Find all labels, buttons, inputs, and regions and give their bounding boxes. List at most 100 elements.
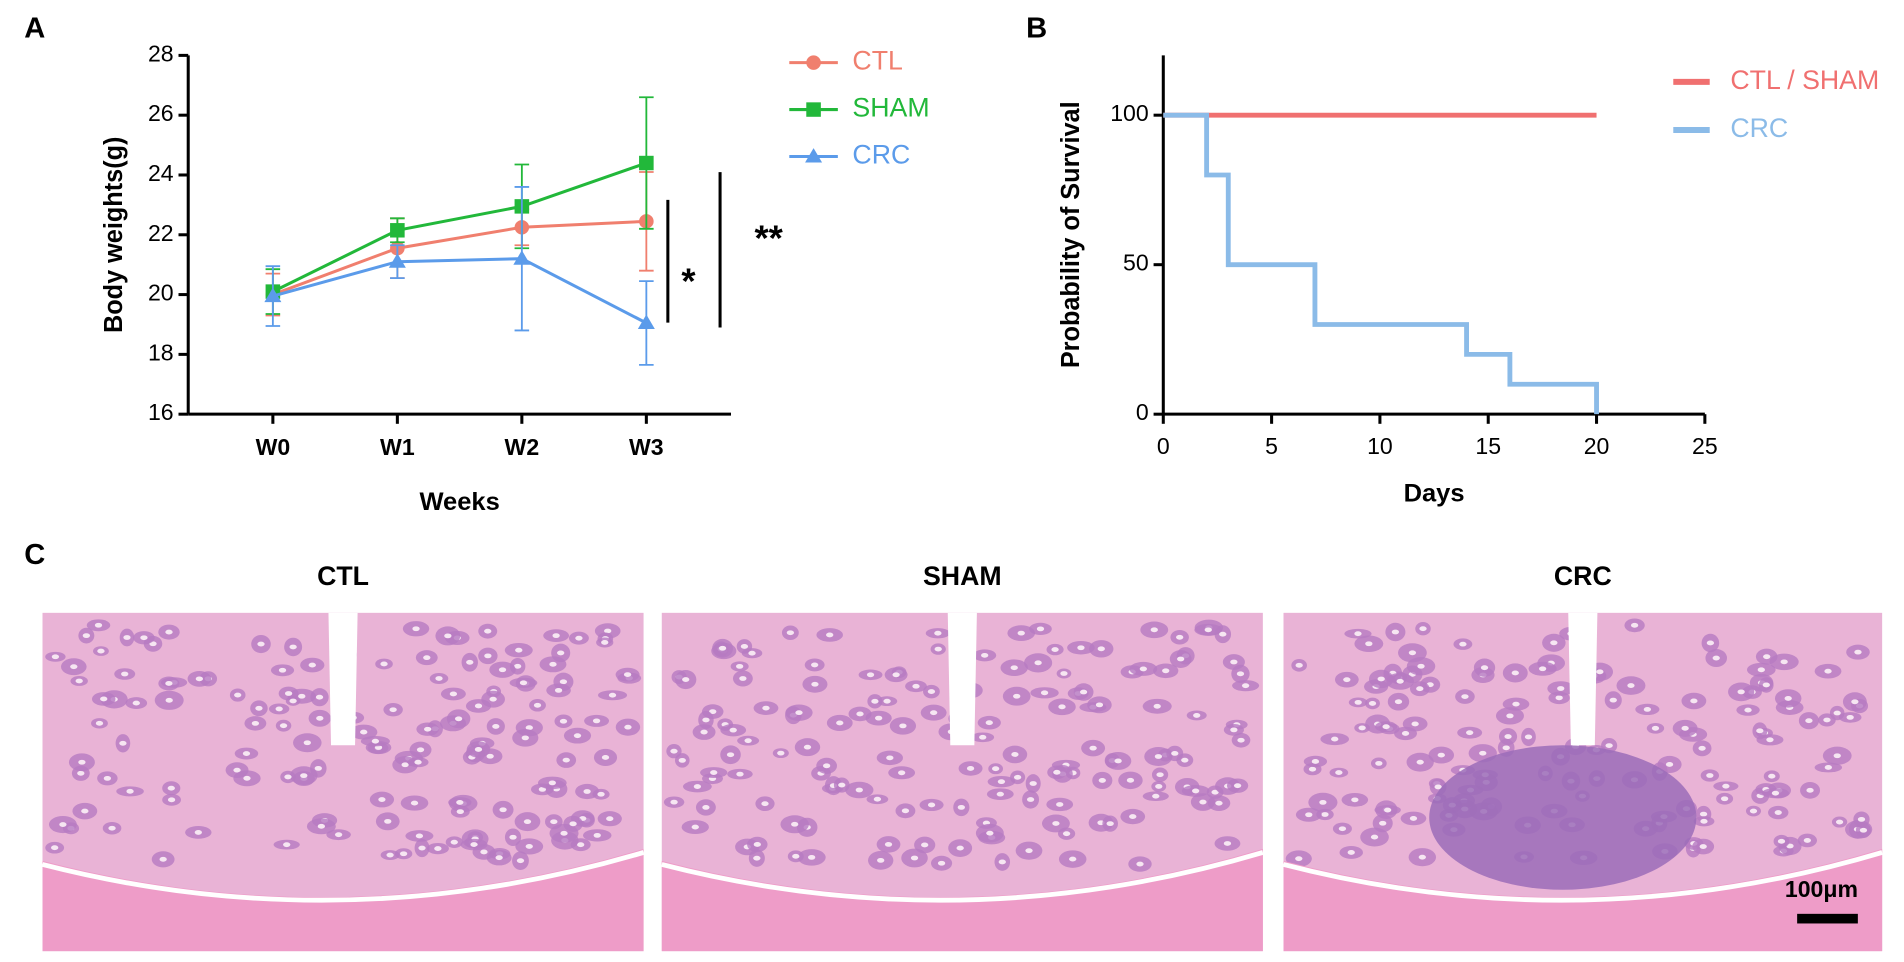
- goblet: [1824, 765, 1832, 770]
- x-tick-label: W3: [629, 434, 664, 460]
- goblet: [1835, 819, 1844, 825]
- goblet: [693, 784, 702, 789]
- goblet: [159, 856, 167, 862]
- goblet: [898, 770, 906, 776]
- goblet: [378, 797, 386, 802]
- goblet: [1409, 816, 1418, 821]
- goblet: [1215, 800, 1223, 806]
- goblet: [1833, 753, 1841, 759]
- goblet: [1502, 745, 1510, 751]
- goblet: [1347, 850, 1355, 855]
- goblet: [1786, 843, 1794, 849]
- goblet: [1437, 752, 1445, 758]
- goblet: [577, 842, 585, 848]
- goblet: [998, 859, 1006, 865]
- goblet: [1382, 724, 1390, 730]
- goblet: [1417, 663, 1425, 669]
- goblet: [934, 630, 942, 636]
- goblet: [108, 825, 116, 831]
- goblet: [1319, 799, 1327, 805]
- goblet: [1706, 773, 1714, 778]
- y-tick-label: 26: [148, 100, 174, 126]
- goblet: [167, 797, 176, 803]
- y-tick-label: 16: [148, 399, 174, 425]
- goblet: [729, 727, 737, 733]
- goblet: [126, 788, 134, 794]
- goblet: [1665, 762, 1674, 767]
- goblet: [1136, 861, 1144, 867]
- goblet: [873, 796, 882, 802]
- goblet: [1803, 838, 1811, 843]
- histology-image: [661, 612, 1264, 952]
- goblet: [1114, 758, 1122, 764]
- goblet: [1150, 627, 1158, 633]
- lumen: [1568, 612, 1598, 746]
- goblet: [78, 759, 86, 765]
- goblet: [525, 844, 533, 849]
- goblet: [1236, 671, 1245, 677]
- marker: [264, 287, 282, 303]
- goblet: [1062, 831, 1071, 837]
- goblet: [415, 833, 424, 839]
- goblet: [997, 779, 1006, 785]
- goblet: [1690, 698, 1698, 704]
- goblet: [1384, 807, 1392, 813]
- goblet: [1757, 667, 1765, 673]
- goblet: [165, 681, 173, 686]
- goblet: [702, 804, 710, 810]
- goblet: [927, 689, 936, 694]
- goblet: [498, 667, 507, 673]
- goblet: [606, 816, 614, 822]
- goblet: [597, 791, 605, 797]
- goblet: [979, 734, 987, 740]
- goblet: [317, 823, 326, 829]
- goblet: [97, 648, 105, 654]
- goblet: [557, 650, 565, 656]
- goblet: [718, 645, 727, 651]
- goblet: [966, 766, 975, 771]
- goblet: [1237, 737, 1245, 743]
- goblet: [883, 698, 891, 704]
- panel-label: B: [1026, 13, 1047, 45]
- goblet: [1550, 640, 1558, 646]
- goblet: [1193, 713, 1201, 718]
- goblet: [513, 663, 522, 669]
- goblet: [836, 720, 844, 726]
- goblet: [410, 800, 419, 806]
- goblet: [77, 770, 85, 776]
- goblet: [94, 622, 103, 628]
- goblet: [1335, 770, 1343, 775]
- goblet: [399, 851, 408, 857]
- histology-title: CTL: [317, 561, 369, 591]
- x-tick-label: W1: [380, 434, 415, 460]
- goblet: [601, 755, 610, 760]
- panel-label: A: [24, 13, 45, 45]
- goblet: [316, 715, 324, 721]
- goblet: [569, 821, 577, 827]
- goblet: [1106, 821, 1114, 827]
- goblet: [981, 652, 989, 658]
- goblet: [1766, 737, 1774, 743]
- goblet: [1784, 696, 1792, 701]
- goblet: [449, 691, 458, 697]
- goblet: [470, 842, 478, 847]
- marker: [513, 250, 531, 265]
- goblet: [559, 679, 568, 685]
- goblet: [308, 662, 316, 668]
- goblet: [75, 678, 83, 684]
- goblet: [1199, 799, 1207, 805]
- goblet: [1155, 784, 1163, 789]
- goblet: [289, 644, 297, 650]
- goblet: [682, 677, 690, 682]
- goblet: [1512, 701, 1520, 707]
- goblet: [1605, 743, 1613, 749]
- goblet: [509, 834, 517, 840]
- goblet: [1681, 725, 1689, 731]
- goblet: [748, 650, 756, 656]
- goblet: [489, 696, 497, 702]
- goblet: [927, 802, 936, 808]
- goblet: [871, 698, 879, 704]
- goblet: [82, 633, 90, 639]
- y-tick-label: 28: [148, 41, 174, 67]
- goblet: [1295, 856, 1303, 862]
